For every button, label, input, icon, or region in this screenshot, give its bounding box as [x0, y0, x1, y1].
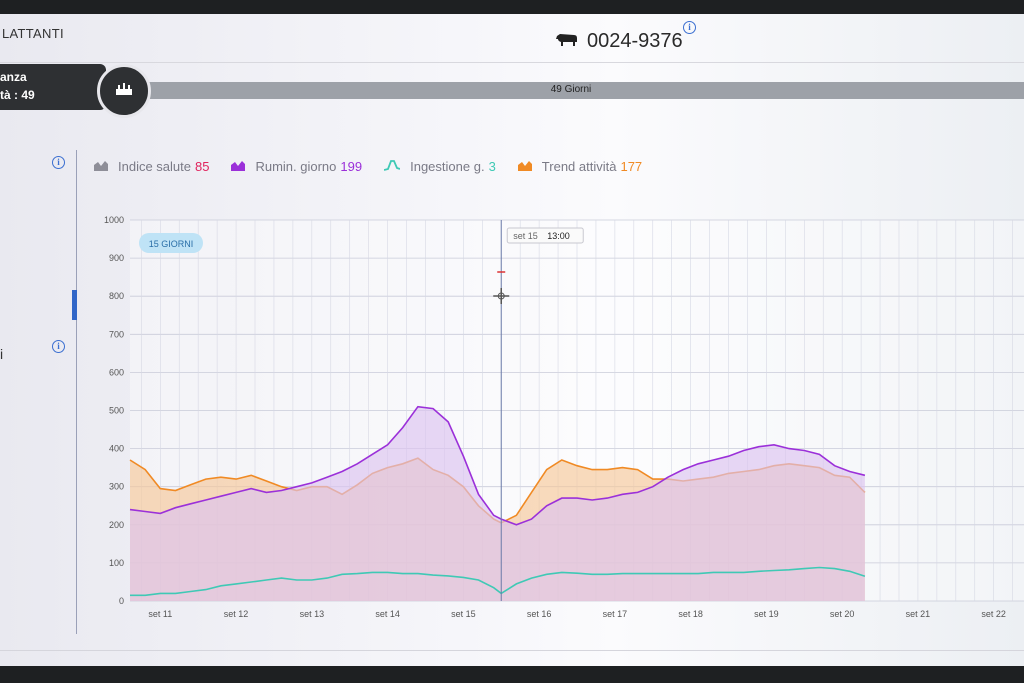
legend-label: Rumin. giorno: [255, 159, 337, 174]
cursor-date: set 15: [513, 231, 538, 241]
lactation-days-label: 49 Giorni: [550, 84, 592, 95]
legend-label: Ingestione g.: [410, 159, 485, 174]
birth-badge: [97, 64, 151, 118]
animal-header: 0024-9376: [555, 30, 683, 53]
health-chart[interactable]: 0 100 200 300 400 500 600 700 800 900 1000 set 11 se…: [0, 14, 1024, 666]
side-label: i: [0, 346, 4, 362]
cow-icon: [555, 31, 579, 52]
lactation-progress-bar: 49 Giorni: [118, 82, 1024, 99]
legend-item-rumination[interactable]: Rumin. giorno 199: [231, 159, 362, 174]
x-tick-label: set 12: [224, 609, 249, 619]
legend-value: 3: [488, 159, 496, 174]
side-divider: [76, 150, 77, 634]
lactation-title: anza: [0, 70, 27, 84]
side-active-marker: [72, 290, 77, 320]
y-tick-label: 1000: [104, 215, 124, 225]
info-icon[interactable]: i: [683, 21, 696, 34]
cursor-time: 13:00: [547, 231, 570, 241]
x-tick-label: set 21: [906, 609, 931, 619]
y-tick-label: 600: [109, 367, 124, 377]
area-icon: [231, 159, 246, 174]
area-icon: [94, 159, 108, 174]
x-tick-label: set 16: [527, 609, 552, 619]
x-tick-label: set 14: [375, 609, 400, 619]
bottom-divider: [0, 650, 1024, 651]
move-icon[interactable]: [493, 288, 510, 304]
legend-value: 177: [620, 159, 643, 174]
legend-label: Indice salute: [118, 159, 191, 174]
series-line: [130, 566, 866, 597]
section-title[interactable]: LATTANTI: [2, 26, 64, 41]
legend-item-health[interactable]: Indice salute 85: [94, 159, 209, 174]
x-tick-label: set 13: [300, 609, 325, 619]
animal-id: 0024-9376: [587, 30, 683, 52]
y-tick-label: 700: [109, 329, 124, 339]
series-area: [130, 406, 865, 601]
legend-value: 199: [340, 159, 363, 174]
y-tick-label: 800: [109, 291, 124, 301]
lactation-days: tà : 49: [0, 88, 35, 102]
top-bar: LATTANTI 0024-9376 i: [0, 14, 1024, 63]
cursor-tooltip: [506, 227, 584, 244]
x-tick-label: set 15: [451, 609, 476, 619]
legend-value: 85: [195, 159, 210, 174]
area-icon: [517, 159, 532, 174]
y-tick-label: 0: [119, 596, 124, 606]
legend-item-intake[interactable]: Ingestione g. 3: [383, 159, 496, 174]
x-tick-label: set 18: [678, 609, 703, 619]
x-tick-label: set 20: [830, 609, 855, 619]
monitor-screen: LATTANTI 0024-9376 i 49 Giorni anza tà :…: [0, 14, 1024, 666]
range-badge[interactable]: [139, 233, 203, 253]
y-tick-label: 200: [109, 520, 124, 530]
lactation-info-box: anza tà : 49: [0, 64, 106, 110]
legend-label: Trend attività: [541, 159, 617, 174]
y-tick-label: 300: [109, 482, 124, 492]
series-line: [129, 405, 866, 526]
info-icon[interactable]: i: [52, 340, 65, 353]
x-tick-label: set 22: [981, 609, 1006, 619]
x-tick-label: set 17: [603, 609, 628, 619]
legend-item-activity[interactable]: Trend attività 177: [517, 159, 643, 174]
y-tick-label: 100: [109, 558, 124, 568]
y-tick-label: 500: [109, 406, 124, 416]
range-badge-label: 15 GIORNI: [149, 239, 194, 249]
x-tick-label: set 19: [754, 609, 779, 619]
y-tick-label: 400: [109, 444, 124, 454]
y-tick-label: 900: [109, 253, 124, 263]
chart-legend: Indice salute 85 Rumin. giorno 199 Inges…: [94, 159, 664, 174]
calving-icon: [113, 79, 135, 104]
info-icon[interactable]: i: [52, 156, 65, 169]
x-tick-label: set 11: [148, 609, 172, 619]
line-icon: [383, 159, 401, 174]
